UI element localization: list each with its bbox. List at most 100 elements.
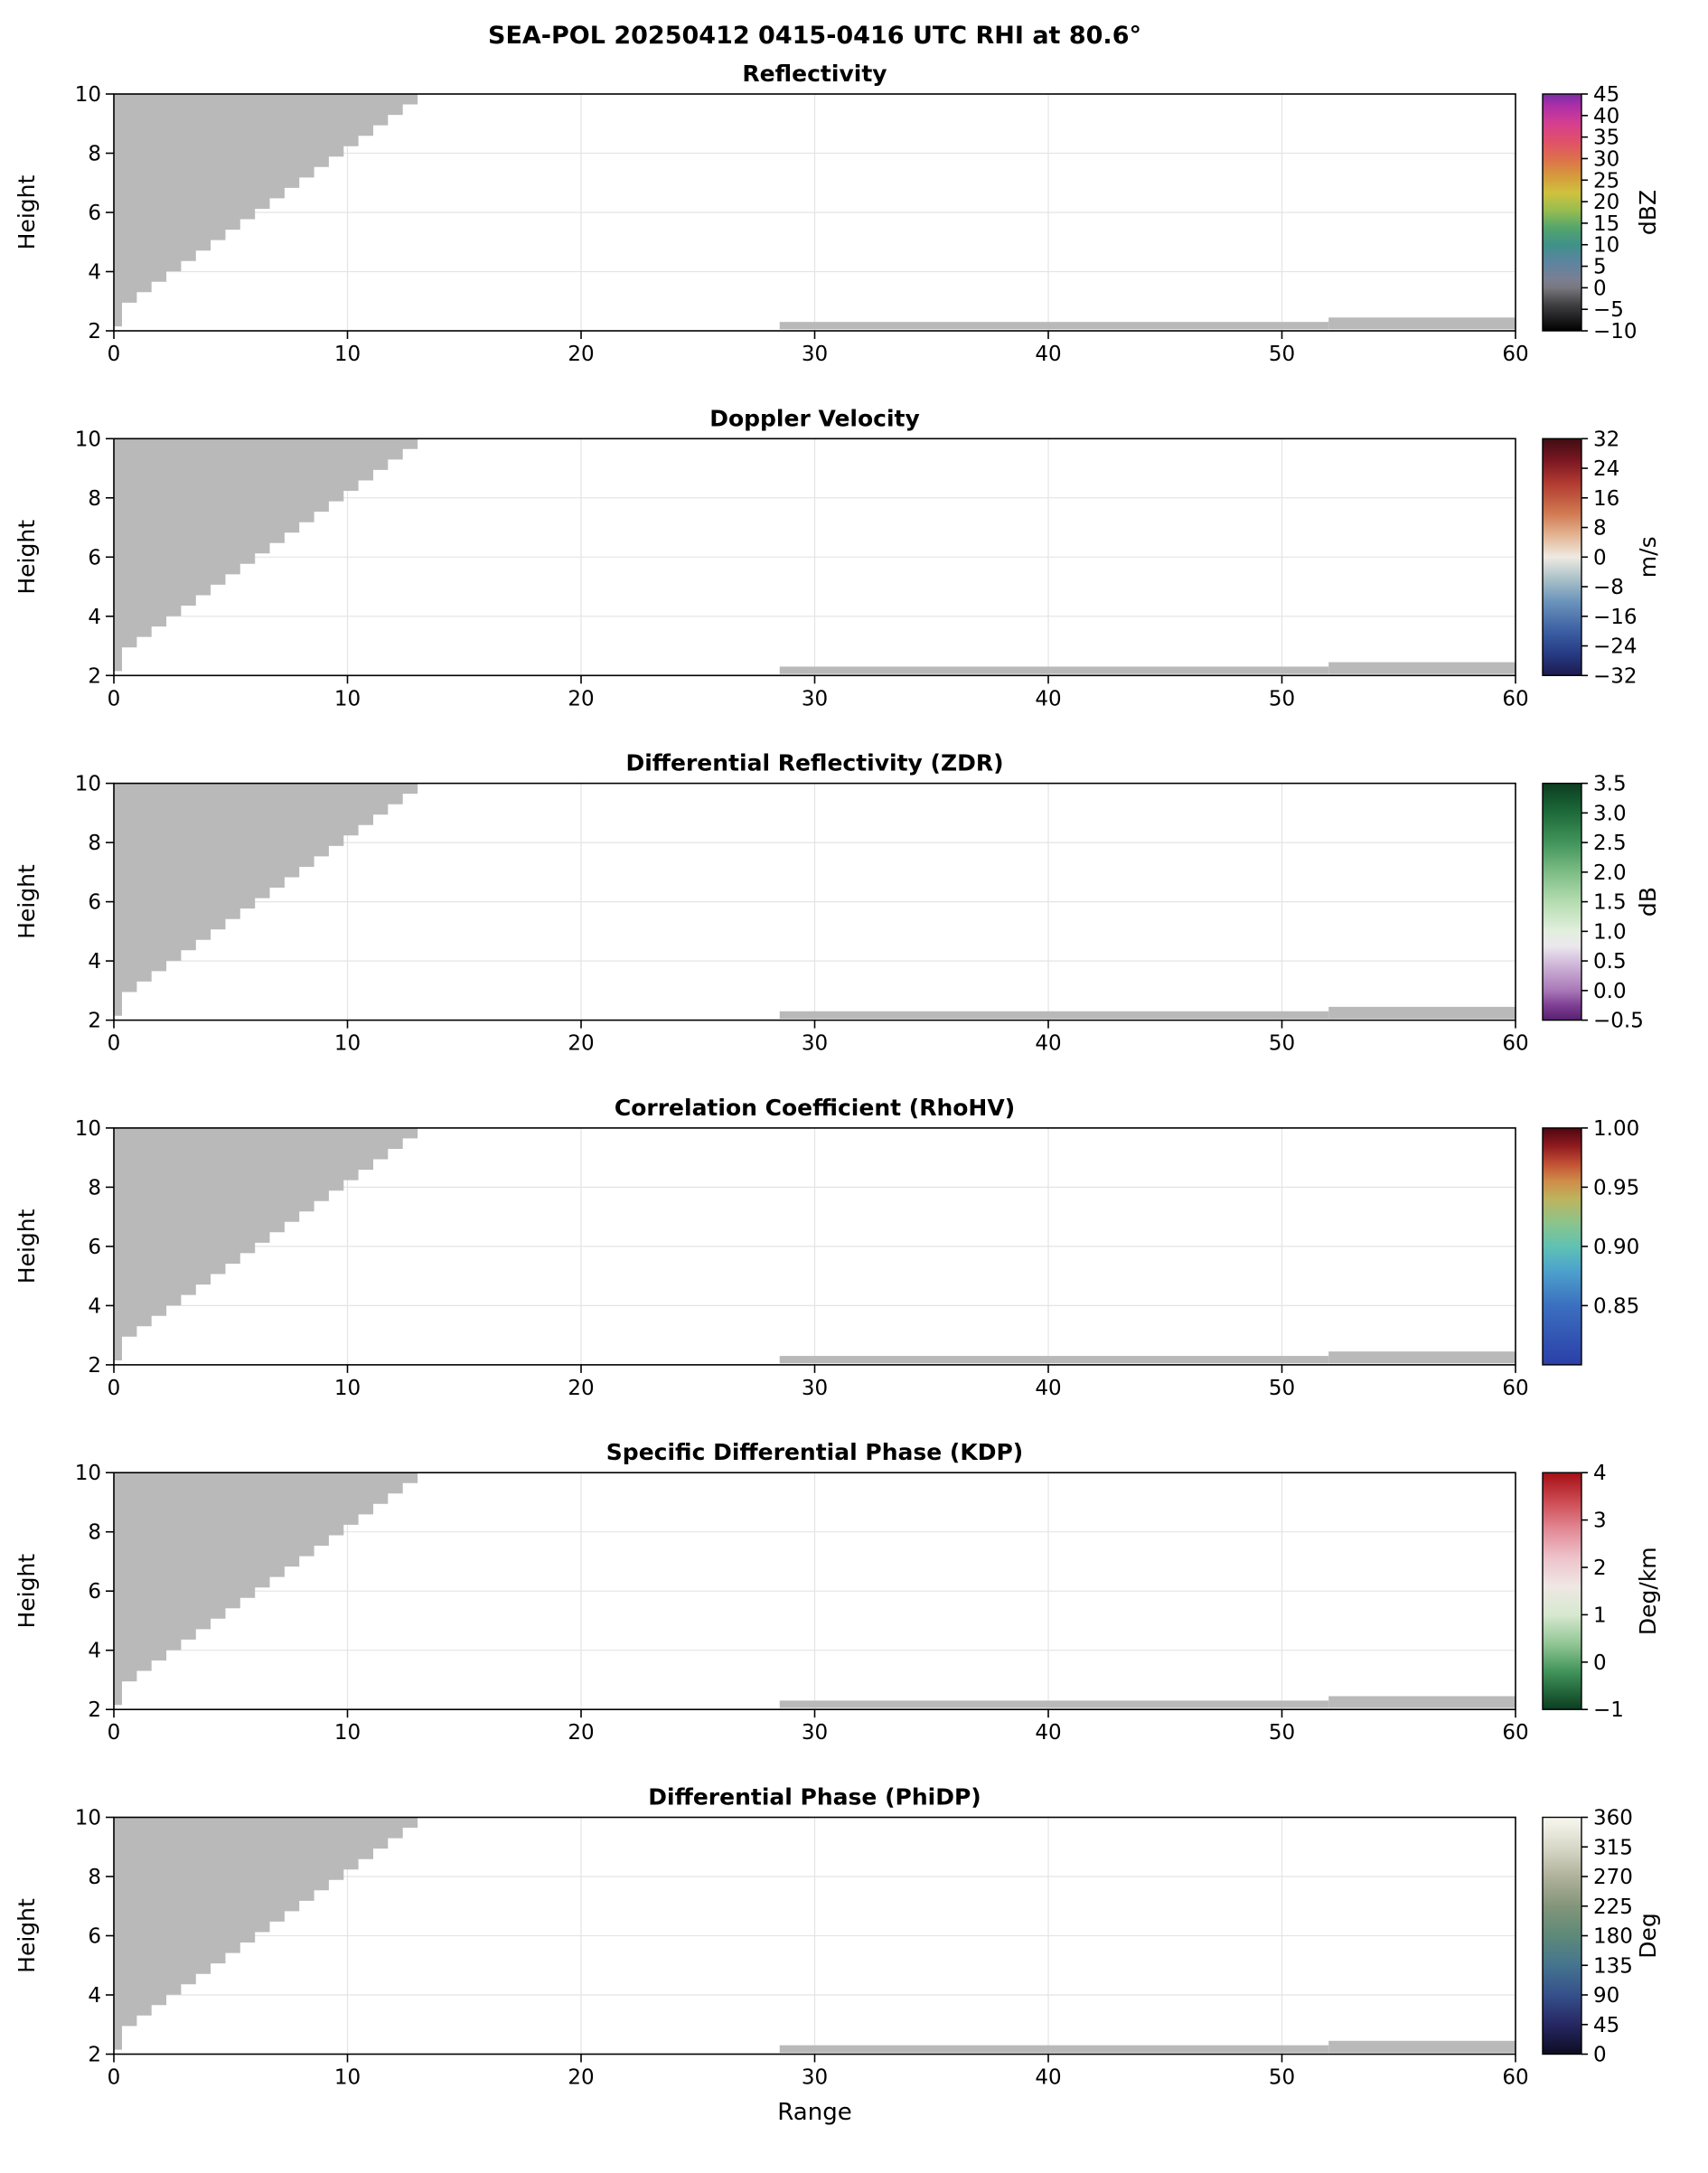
y-axis-tick-label: 6 [88,1236,101,1259]
mask-strip [1328,662,1516,674]
colorbar-unit-label: m/s [1635,536,1661,578]
mask-strip [779,666,1329,674]
colorbar-tick-label: 35 [1593,127,1619,150]
colorbar-tick-label: 270 [1593,1866,1633,1889]
mask-strip [779,1700,1329,1708]
colorbar-tick-label: 2 [1593,1557,1607,1580]
y-axis-tick-label: 8 [88,832,101,855]
x-axis-tick-label: 30 [802,343,828,366]
mask-strip [779,2045,1329,2053]
colorbar-tick-label: 40 [1593,105,1619,128]
y-axis-label: Height [14,1554,40,1629]
x-axis-tick-label: 50 [1269,1721,1295,1745]
x-axis-tick-label: 30 [802,1721,828,1745]
colorbar-unit-label: Deg/km [1635,1547,1661,1635]
colorbar-unit-label: Deg [1635,1913,1661,1959]
mask-strip [1328,1696,1516,1708]
colorbar [1542,1816,1582,2055]
y-axis-label: Height [14,1209,40,1284]
mask-wedge [114,94,418,327]
panel-title: Specific Differential Phase (KDP) [606,1439,1023,1465]
colorbar [1542,1127,1582,1366]
y-axis-tick-label: 6 [88,202,101,225]
x-axis-tick-label: 0 [108,2066,121,2090]
colorbar-tick-label: 16 [1593,487,1619,511]
colorbar-tick-label: 90 [1593,1984,1619,2008]
x-axis-tick-label: 40 [1035,1377,1061,1400]
x-axis-tick-label: 10 [334,1377,361,1400]
y-axis-tick-label: 4 [88,1984,101,2008]
colorbar-tick-label: 10 [1593,234,1619,258]
x-axis-tick-label: 0 [108,1032,121,1056]
y-axis-tick-label: 8 [88,487,101,511]
y-axis-tick-label: 6 [88,1925,101,1949]
colorbar-unit-label: dBZ [1635,190,1661,235]
colorbar-tick-label: 8 [1593,517,1607,541]
colorbar-tick-label: −8 [1593,576,1624,599]
x-axis-tick-label: 60 [1502,343,1528,366]
colorbar-tick-label: 135 [1593,1954,1633,1978]
y-axis-tick-label: 2 [88,320,101,343]
figure-title: SEA-POL 20250412 0415-0416 UTC RHI at 80… [488,22,1141,50]
colorbar-tick-label: 4 [1593,1462,1607,1485]
y-axis-label: Height [14,520,40,595]
y-axis-tick-label: 2 [88,664,101,688]
y-axis-tick-label: 2 [88,1354,101,1378]
x-axis-tick-label: 20 [568,1032,594,1056]
colorbar-tick-label: 3 [1593,1510,1607,1533]
x-axis-tick-label: 40 [1035,1721,1061,1745]
colorbar-tick-label: −0.5 [1593,1010,1644,1033]
colorbar-tick-label: 0.0 [1593,980,1627,1003]
y-axis-tick-label: 4 [88,261,101,285]
mask-strip [1328,1006,1516,1019]
colorbar [1542,93,1582,332]
x-axis-tick-label: 30 [802,1032,828,1056]
y-axis-label: Height [14,174,40,249]
colorbar-tick-label: 2.0 [1593,861,1627,885]
x-axis-tick-label: 0 [108,687,121,710]
colorbar-tick-label: 180 [1593,1925,1633,1949]
panel-title: Reflectivity [742,61,887,87]
colorbar-tick-label: 0.90 [1593,1236,1639,1259]
y-axis-tick-label: 10 [75,1807,101,1830]
x-axis-tick-label: 10 [334,343,361,366]
mask-strip [1328,2040,1516,2053]
y-axis-tick-label: 6 [88,891,101,915]
colorbar-tick-label: 0.95 [1593,1176,1639,1199]
mask-wedge [114,783,418,1016]
y-axis-tick-label: 6 [88,1580,101,1604]
x-axis-tick-label: 40 [1035,2066,1061,2090]
y-axis-tick-label: 8 [88,143,101,166]
x-axis-tick-label: 0 [108,1377,121,1400]
x-axis-tick-label: 10 [334,1721,361,1745]
colorbar-tick-label: 0.5 [1593,950,1627,974]
panel-title: Differential Reflectivity (ZDR) [625,750,1003,776]
colorbar-tick-label: 0 [1593,2044,1607,2067]
x-axis-tick-label: 60 [1502,1721,1528,1745]
colorbar-tick-label: 0 [1593,546,1607,569]
y-axis-tick-label: 8 [88,1521,101,1545]
x-axis-tick-label: 30 [802,1377,828,1400]
mask-strip [779,322,1329,330]
x-axis-tick-label: 20 [568,2066,594,2090]
colorbar-tick-label: 20 [1593,191,1619,214]
x-axis-tick-label: 50 [1269,1377,1295,1400]
panel-3: Differential Reflectivity (ZDR) Height 0 10… [14,750,1661,1056]
mask-wedge [114,1127,418,1360]
x-axis-tick-label: 60 [1502,687,1528,710]
y-axis-tick-label: 4 [88,606,101,629]
colorbar-tick-label: 3.5 [1593,773,1627,796]
y-axis-tick-label: 6 [88,546,101,569]
colorbar-tick-label: 225 [1593,1895,1633,1919]
x-axis-tick-label: 40 [1035,343,1061,366]
colorbar [1542,437,1582,676]
y-axis-tick-label: 10 [75,428,101,451]
y-axis-tick-label: 4 [88,1640,101,1663]
x-axis-tick-label: 20 [568,343,594,366]
colorbar-tick-label: 15 [1593,212,1619,236]
colorbar [1542,1472,1582,1710]
colorbar-tick-label: 0.85 [1593,1294,1639,1318]
